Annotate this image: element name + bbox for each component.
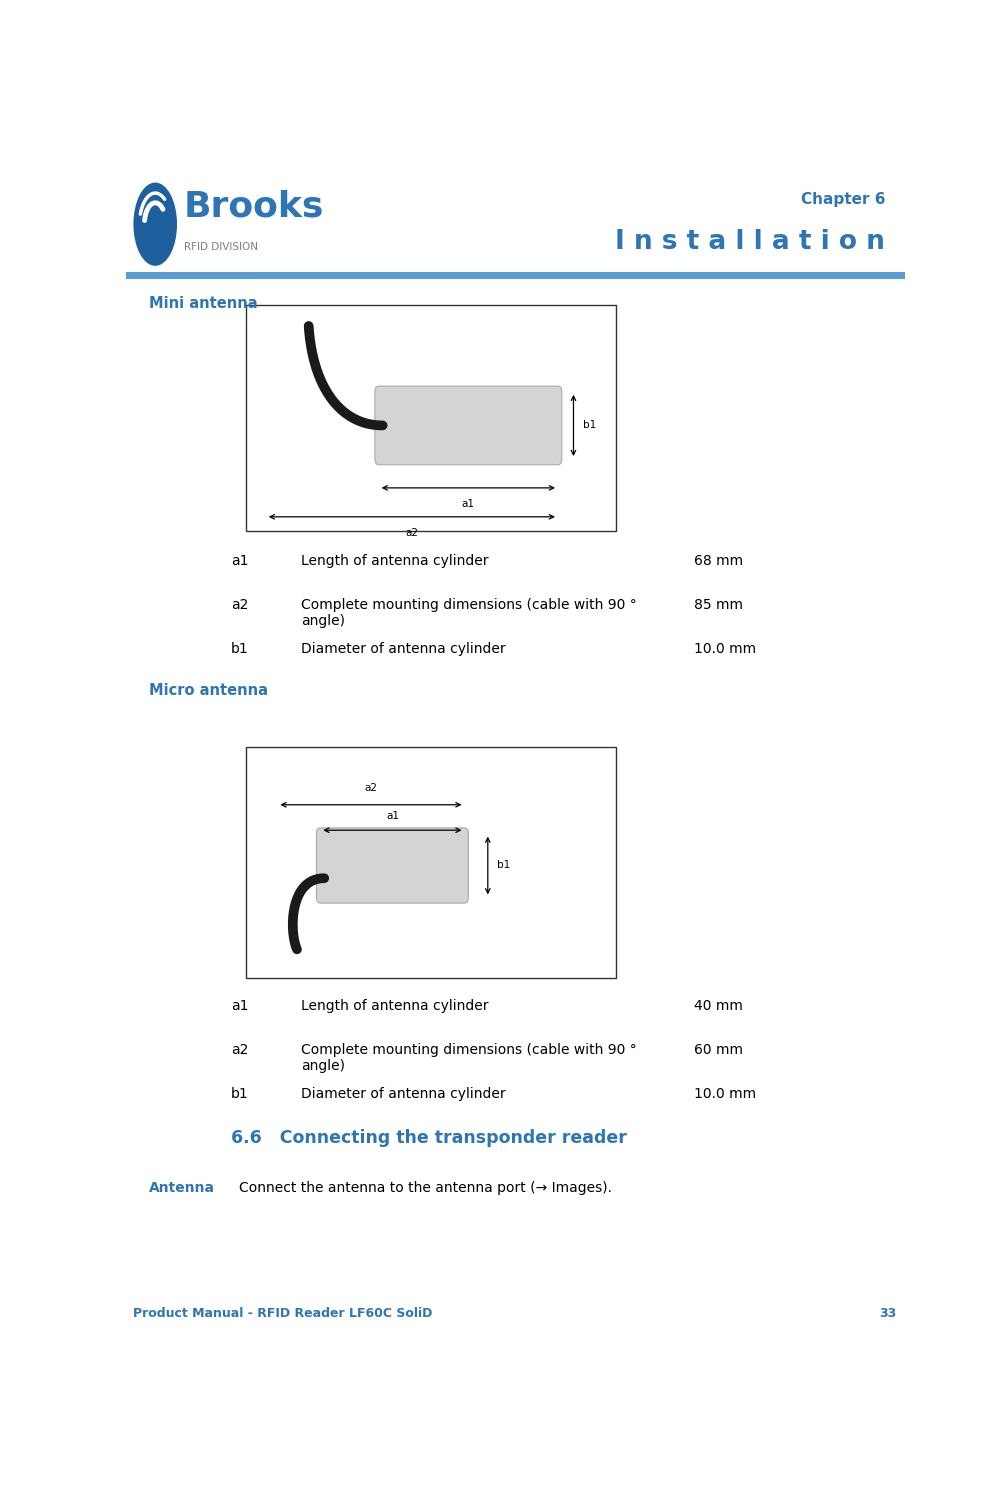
Text: RFID DIVISION: RFID DIVISION <box>184 242 258 251</box>
Text: 10.0 mm: 10.0 mm <box>694 641 757 656</box>
Text: a2: a2 <box>405 529 418 538</box>
FancyBboxPatch shape <box>375 386 562 464</box>
Text: 60 mm: 60 mm <box>694 1042 744 1057</box>
Text: a2: a2 <box>365 783 378 793</box>
Text: Complete mounting dimensions (cable with 90 °
angle): Complete mounting dimensions (cable with… <box>300 598 636 628</box>
Text: 68 mm: 68 mm <box>694 554 744 568</box>
Bar <box>246 305 616 530</box>
Text: 6.6   Connecting the transponder reader: 6.6 Connecting the transponder reader <box>231 1128 627 1146</box>
Text: b1: b1 <box>231 641 248 656</box>
FancyBboxPatch shape <box>317 828 468 903</box>
Text: Connect the antenna to the antenna port (→ Images).: Connect the antenna to the antenna port … <box>238 1181 612 1194</box>
Text: b1: b1 <box>583 421 596 431</box>
Text: Diameter of antenna cylinder: Diameter of antenna cylinder <box>300 641 506 656</box>
Text: Brooks: Brooks <box>184 189 325 224</box>
Text: Mini antenna: Mini antenna <box>149 296 257 311</box>
Text: Antenna: Antenna <box>149 1181 215 1194</box>
Text: Product Manual - RFID Reader LF60C SoliD: Product Manual - RFID Reader LF60C SoliD <box>134 1307 433 1320</box>
Text: 33: 33 <box>879 1307 896 1320</box>
Text: a1: a1 <box>231 999 248 1012</box>
Text: 10.0 mm: 10.0 mm <box>694 1087 757 1101</box>
Text: Complete mounting dimensions (cable with 90 °
angle): Complete mounting dimensions (cable with… <box>300 1042 636 1074</box>
Text: b1: b1 <box>231 1087 248 1101</box>
Text: 40 mm: 40 mm <box>694 999 743 1012</box>
Text: 85 mm: 85 mm <box>694 598 744 611</box>
Text: Length of antenna cylinder: Length of antenna cylinder <box>300 554 488 568</box>
Text: I n s t a l l a t i o n: I n s t a l l a t i o n <box>615 228 885 255</box>
Text: Micro antenna: Micro antenna <box>149 683 268 698</box>
Text: a1: a1 <box>462 500 474 509</box>
Text: Diameter of antenna cylinder: Diameter of antenna cylinder <box>300 1087 506 1101</box>
Bar <box>246 746 616 978</box>
Text: Length of antenna cylinder: Length of antenna cylinder <box>300 999 488 1012</box>
Text: b1: b1 <box>497 861 511 871</box>
Bar <box>126 272 904 278</box>
Text: a2: a2 <box>231 1042 248 1057</box>
Text: a1: a1 <box>231 554 248 568</box>
Text: Chapter 6: Chapter 6 <box>801 192 885 207</box>
Text: a1: a1 <box>386 811 399 822</box>
Ellipse shape <box>134 183 177 266</box>
Text: a2: a2 <box>231 598 248 611</box>
